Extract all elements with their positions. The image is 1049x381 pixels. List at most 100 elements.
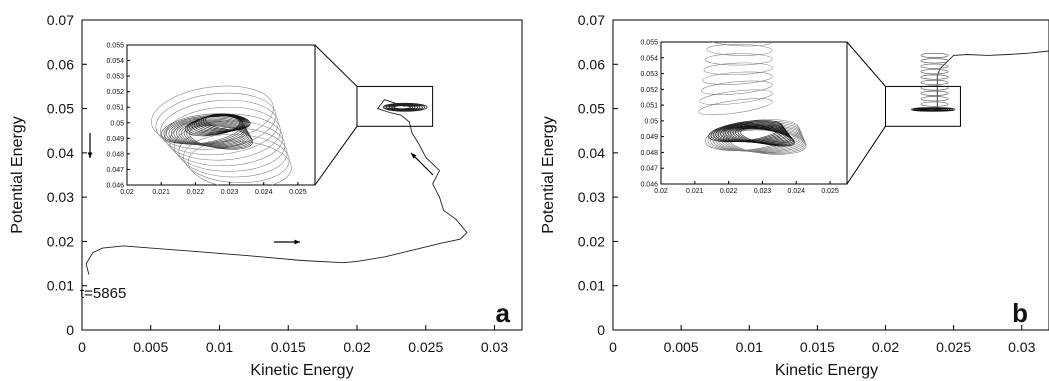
stacked-loop <box>920 85 949 91</box>
inset-loop <box>711 13 773 29</box>
inset-y-tick-label: 0.046 <box>640 182 658 189</box>
attractor-loop <box>393 105 411 110</box>
zoom-region-box <box>356 85 434 127</box>
inset-loop <box>703 62 773 76</box>
x-tick-label: 0.03 <box>1008 339 1035 355</box>
panel-b: 0 0.005 0.01 0.015 0.02 0.025 0.0300.010.020.0… <box>540 0 1049 379</box>
inset-y-tick-label: 0.05 <box>644 118 658 125</box>
inset-x-tick-label: 0.023 <box>221 189 239 196</box>
y-tick-label: 0.05 <box>47 101 74 117</box>
inset-y-tick-label: 0.05 <box>110 120 124 127</box>
stacked-loop <box>920 52 949 58</box>
inset-y-tick-label: 0.054 <box>640 55 658 62</box>
inset-x-tick-label: 0.02 <box>120 189 134 196</box>
stacked-loop <box>920 58 949 64</box>
inset-y-tick-label: 0.052 <box>106 89 124 96</box>
x-tick-label: 0 <box>609 339 617 355</box>
inset-y-tick-label: 0.046 <box>106 183 124 190</box>
y-axis-label: Potential Energy <box>9 116 26 233</box>
inset-y-tick-label: 0.054 <box>106 58 124 65</box>
direction-arrowhead <box>294 239 300 245</box>
y-tick-label: 0.06 <box>578 56 605 72</box>
inset-x-tick-label: 0.024 <box>255 189 273 196</box>
y-tick-label: 0.07 <box>47 12 74 28</box>
inset-loop <box>198 114 248 132</box>
x-tick-label: 0.01 <box>206 339 233 355</box>
inset-loop <box>160 99 279 156</box>
stacked-loop <box>920 79 949 86</box>
inset-y-tick-label: 0.055 <box>106 43 124 50</box>
zoom-connector-line <box>314 44 358 87</box>
inset-loop <box>705 53 773 66</box>
y-tick-label: 0.02 <box>47 233 74 249</box>
plot-frame <box>612 19 1049 331</box>
y-tick-label: 0.03 <box>47 189 74 205</box>
inset-loop <box>713 0 772 12</box>
x-tick-label: 0.005 <box>664 339 699 355</box>
y-tick-label: 0.06 <box>47 56 74 72</box>
x-tick-label: 0.005 <box>133 339 168 355</box>
stacked-loop <box>920 96 949 102</box>
inset-x-tick-label: 0.02 <box>654 188 668 195</box>
inset-y-tick-label: 0.051 <box>106 105 124 112</box>
y-axis-label: Potential Energy <box>540 116 557 233</box>
zoom-connector-line <box>846 126 886 185</box>
stacked-loop <box>920 63 949 69</box>
inset-x-tick-label: 0.021 <box>686 188 704 195</box>
inset-x-tick-label: 0.024 <box>788 188 806 195</box>
inset-loop <box>205 113 251 130</box>
inset-loop <box>189 125 253 150</box>
zoom-connector-line <box>846 41 886 87</box>
x-tick-label: 0.015 <box>271 339 306 355</box>
inset-y-tick-label: 0.053 <box>106 74 124 81</box>
panel-label: a <box>496 298 511 328</box>
inset-loop <box>740 128 795 147</box>
x-axis-label: Kinetic Energy <box>250 362 353 379</box>
inset-loop <box>707 42 773 47</box>
inset-frame <box>660 41 848 185</box>
inset-y-tick-label: 0.049 <box>640 134 658 141</box>
inset-loop <box>200 114 249 132</box>
inset-x-tick-label: 0.025 <box>289 189 307 196</box>
inset-x-tick-label: 0.025 <box>821 188 839 195</box>
inset-x-tick-label: 0.022 <box>720 188 738 195</box>
inset-y-tick-label: 0.052 <box>640 87 658 94</box>
x-axis-label: Kinetic Energy <box>775 362 878 379</box>
zoom-region-box <box>885 85 961 127</box>
y-tick-label: 0.02 <box>578 233 605 249</box>
inset-loop <box>699 89 773 105</box>
inset-y-tick-label: 0.053 <box>640 71 658 78</box>
x-tick-label: 0 <box>78 339 86 355</box>
y-tick-label: 0.04 <box>47 145 74 161</box>
stacked-loop <box>920 90 949 96</box>
inset-loop <box>202 113 250 131</box>
inset-y-tick-label: 0.048 <box>640 150 658 157</box>
x-tick-label: 0.015 <box>800 339 835 355</box>
attractor-loop <box>921 108 939 111</box>
inset-x-tick-label: 0.023 <box>754 188 772 195</box>
panel-a: 0 0.005 0.01 0.015 0.02 0.025 0.0300.010.020.0… <box>9 12 523 379</box>
inset-loop <box>702 71 773 85</box>
x-tick-label: 0.01 <box>736 339 763 355</box>
series-line-trajectory <box>919 50 1049 111</box>
inset-y-tick-label: 0.055 <box>640 40 658 47</box>
inset-y-tick-label: 0.048 <box>106 151 124 158</box>
inset-loop <box>181 122 251 148</box>
y-tick-label: 0 <box>597 322 605 338</box>
y-tick-label: 0 <box>66 322 74 338</box>
x-tick-label: 0.02 <box>872 339 899 355</box>
inset-y-tick-label: 0.049 <box>106 136 124 143</box>
stacked-loop <box>920 69 949 75</box>
inset-y-tick-label: 0.047 <box>106 167 124 174</box>
y-tick-label: 0.01 <box>578 278 605 294</box>
inset-x-tick-label: 0.022 <box>187 189 205 196</box>
x-tick-label: 0.025 <box>408 339 443 355</box>
y-tick-label: 0.01 <box>47 278 74 294</box>
inset-x-tick-label: 0.021 <box>152 189 170 196</box>
stacked-loop <box>920 74 949 80</box>
direction-arrowhead <box>411 153 417 159</box>
inset-loop <box>698 98 773 116</box>
time-annotation: t=5865 <box>80 285 126 302</box>
y-tick-label: 0.03 <box>578 189 605 205</box>
